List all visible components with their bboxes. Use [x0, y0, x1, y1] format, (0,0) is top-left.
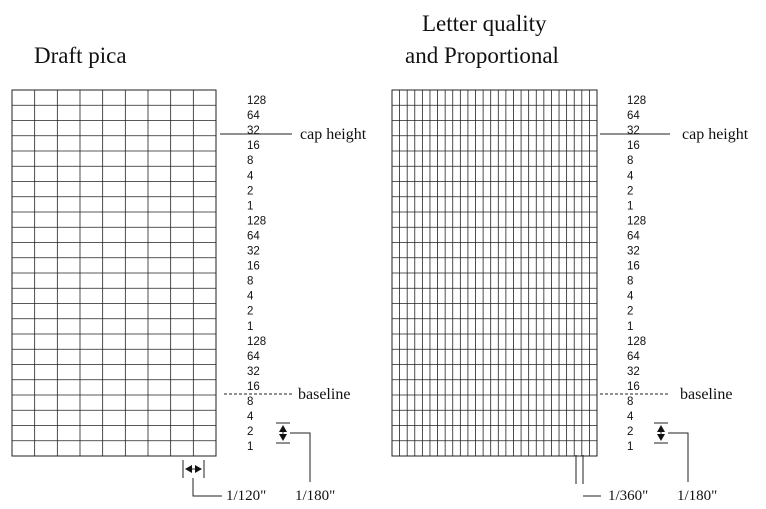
draft-bit-label: 8 [247, 396, 253, 408]
letter-dot-grid [391, 89, 598, 457]
letter-bit-label: 16 [627, 140, 640, 152]
letter-vertical-pitch-label: 1/180" [677, 488, 717, 504]
letter-cap-height-label: cap height [682, 126, 749, 143]
draft-panel: Draft pica 12864321684211286432168421128… [11, 43, 367, 504]
letter-bit-label: 64 [627, 110, 640, 122]
draft-bit-label: 2 [247, 185, 253, 197]
draft-bit-label: 128 [247, 95, 266, 107]
draft-bit-label: 16 [247, 140, 260, 152]
draft-bit-label: 32 [247, 246, 260, 258]
draft-bit-label: 4 [247, 170, 254, 182]
letter-horizontal-pitch-marker [575, 455, 601, 497]
draft-bit-label: 64 [247, 230, 260, 242]
letter-bit-label: 8 [627, 276, 633, 288]
letter-bit-label: 4 [627, 291, 634, 303]
letter-title-line-2: and Proportional [405, 43, 559, 68]
draft-cap-height-label: cap height [300, 126, 367, 143]
draft-bit-label: 2 [247, 426, 253, 438]
letter-bit-label: 1 [627, 441, 633, 453]
draft-bit-label: 2 [247, 306, 253, 318]
draft-bit-label: 1 [247, 200, 253, 212]
draft-bit-label: 16 [247, 381, 260, 393]
draft-bit-label: 32 [247, 366, 260, 378]
letter-bit-label: 128 [627, 215, 646, 227]
letter-title-line-1: Letter quality [422, 11, 547, 36]
draft-bit-label: 1 [247, 321, 253, 333]
letter-bit-label: 16 [627, 381, 640, 393]
draft-baseline-label: baseline [298, 386, 350, 403]
draft-bit-label: 8 [247, 155, 253, 167]
draft-dot-grid [11, 89, 217, 457]
letter-bit-labels: 128 64 32 16 8 4 2 1 128 64 32 16 8 4 2 1 128 64 32 16 8 4 2 1 [627, 95, 646, 453]
letter-bit-label: 2 [627, 185, 633, 197]
draft-bit-label: 8 [247, 276, 253, 288]
draft-bit-labels: 128 64 32 16 8 4 2 1 128 64 32 16 8 4 2 1 128 64 32 16 8 4 2 1 [247, 95, 266, 453]
letter-bit-label: 8 [627, 396, 633, 408]
draft-horizontal-pitch-marker [182, 460, 222, 497]
letter-bit-label: 128 [627, 336, 646, 348]
letter-horizontal-pitch-label: 1/360" [608, 488, 648, 504]
draft-horizontal-pitch-label: 1/120" [226, 488, 266, 504]
letter-bit-label: 8 [627, 155, 633, 167]
letter-bit-label: 16 [627, 261, 640, 273]
letter-bit-label: 64 [627, 230, 640, 242]
letter-panel: Letter quality and Proportional 12864321… [391, 11, 749, 504]
draft-bit-label: 128 [247, 336, 266, 348]
draft-title: Draft pica [34, 43, 127, 68]
draft-bit-label: 64 [247, 351, 260, 363]
letter-bit-label: 2 [627, 426, 633, 438]
draft-bit-label: 4 [247, 291, 254, 303]
draft-bit-label: 4 [247, 411, 254, 423]
draft-bit-label: 16 [247, 261, 260, 273]
draft-bit-label: 64 [247, 110, 260, 122]
letter-bit-label: 32 [627, 246, 640, 258]
letter-bit-label: 32 [627, 125, 640, 137]
letter-bit-label: 4 [627, 411, 634, 423]
letter-bit-label: 4 [627, 170, 634, 182]
letter-bit-label: 32 [627, 366, 640, 378]
letter-bit-label: 1 [627, 321, 633, 333]
letter-vertical-pitch-marker [654, 422, 689, 482]
letter-baseline-label: baseline [680, 386, 732, 403]
draft-bit-label: 32 [247, 125, 260, 137]
draft-bit-label: 1 [247, 441, 253, 453]
draft-vertical-pitch-marker [276, 422, 311, 482]
letter-bit-label: 64 [627, 351, 640, 363]
letter-bit-label: 2 [627, 306, 633, 318]
letter-bit-label: 1 [627, 200, 633, 212]
draft-bit-label: 128 [247, 215, 266, 227]
letter-bit-label: 128 [627, 95, 646, 107]
draft-vertical-pitch-label: 1/180" [295, 488, 335, 504]
